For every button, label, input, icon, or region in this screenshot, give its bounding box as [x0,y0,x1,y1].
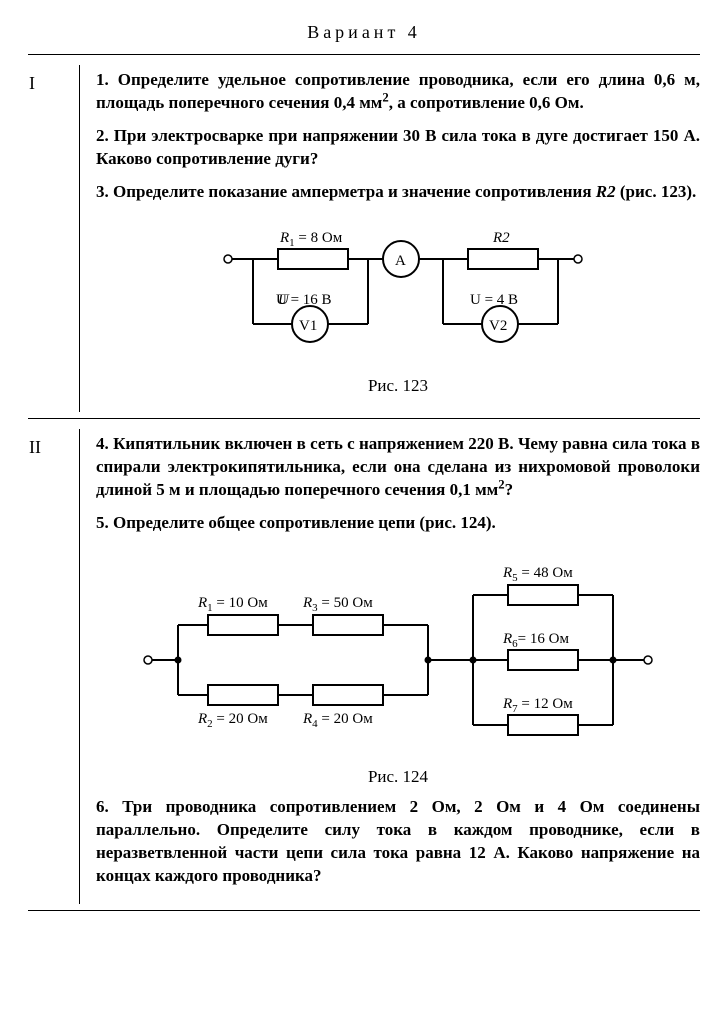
q5-text: Определите общее сопротивление цепи (рис… [113,513,496,532]
question-1: 1. Определите удельное сопротивление про… [96,69,700,115]
section-I-body: 1. Определите удельное сопротивление про… [80,65,701,412]
q4-num: 4. [96,434,109,453]
svg-text:V2: V2 [489,318,507,334]
q3-text-a: Определите показание амперметра и значен… [113,182,596,201]
q3-text-b: (рис. 123). [616,182,697,201]
figure-124: R1 = 10 Ом R3 = 50 Ом R2 = 20 Ом R4 = 20… [96,545,700,762]
content-table: I 1. Определите удельное сопротивление п… [28,65,700,412]
q2-num: 2. [96,126,109,145]
section-II-label: II [28,429,80,904]
svg-text:R3 = 50 Ом: R3 = 50 Ом [302,595,373,614]
svg-text:A: A [395,253,406,269]
q6-text: Три проводника сопротивлением 2 Ом, 2 Ом… [96,797,700,885]
svg-text:R1 = 10 Ом: R1 = 10 Ом [197,595,268,614]
svg-text:R4 = 20 Ом: R4 = 20 Ом [302,711,373,730]
svg-text:U = 16 В: U = 16 В [276,292,332,308]
q4-text-b: ? [505,480,514,499]
divider-top [28,54,700,55]
svg-text:V1: V1 [299,318,317,334]
question-2: 2. При электросварке при напряжении 30 В… [96,125,700,171]
q2-text: При электросварке при напряжении 30 В си… [96,126,700,168]
question-6: 6. Три проводника сопротивлением 2 Ом, 2… [96,796,700,888]
svg-text:U = 4 В: U = 4 В [470,292,518,308]
fig123-caption: Рис. 123 [96,375,700,398]
svg-text:R2: R2 [492,230,510,246]
q3-num: 3. [96,182,109,201]
svg-text:R7 = 12 Ом: R7 = 12 Ом [502,696,573,715]
svg-text:R5 = 48 Ом: R5 = 48 Ом [502,565,573,584]
question-5: 5. Определите общее сопротивление цепи (… [96,512,700,535]
q4-text-a: Кипятильник включен в сеть с напряжением… [96,434,700,499]
content-table-2: II 4. Кипятильник включен в сеть с напря… [28,429,700,904]
svg-text:R1 = 8 Ом: R1 = 8 Ом [279,230,343,249]
svg-text:R6= 16 Ом: R6= 16 Ом [502,631,569,650]
divider-bottom [28,910,700,911]
figure-123: R1 = 8 Ом A R2 [96,214,700,371]
question-4: 4. Кипятильник включен в сеть с напряжен… [96,433,700,502]
q1-text-b: , а сопротивление 0,6 Ом. [389,93,584,112]
q3-sym: R2 [596,182,616,201]
svg-text:R2 = 20 Ом: R2 = 20 Ом [197,711,268,730]
q5-num: 5. [96,513,109,532]
page-title: Вариант 4 [28,20,700,44]
q6-num: 6. [96,797,109,816]
fig124-caption: Рис. 124 [96,766,700,789]
question-3: 3. Определите показание амперметра и зна… [96,181,700,204]
section-II-body: 4. Кипятильник включен в сеть с напряжен… [80,429,701,904]
section-I-label: I [28,65,80,412]
divider-mid [28,418,700,419]
q1-num: 1. [96,70,109,89]
